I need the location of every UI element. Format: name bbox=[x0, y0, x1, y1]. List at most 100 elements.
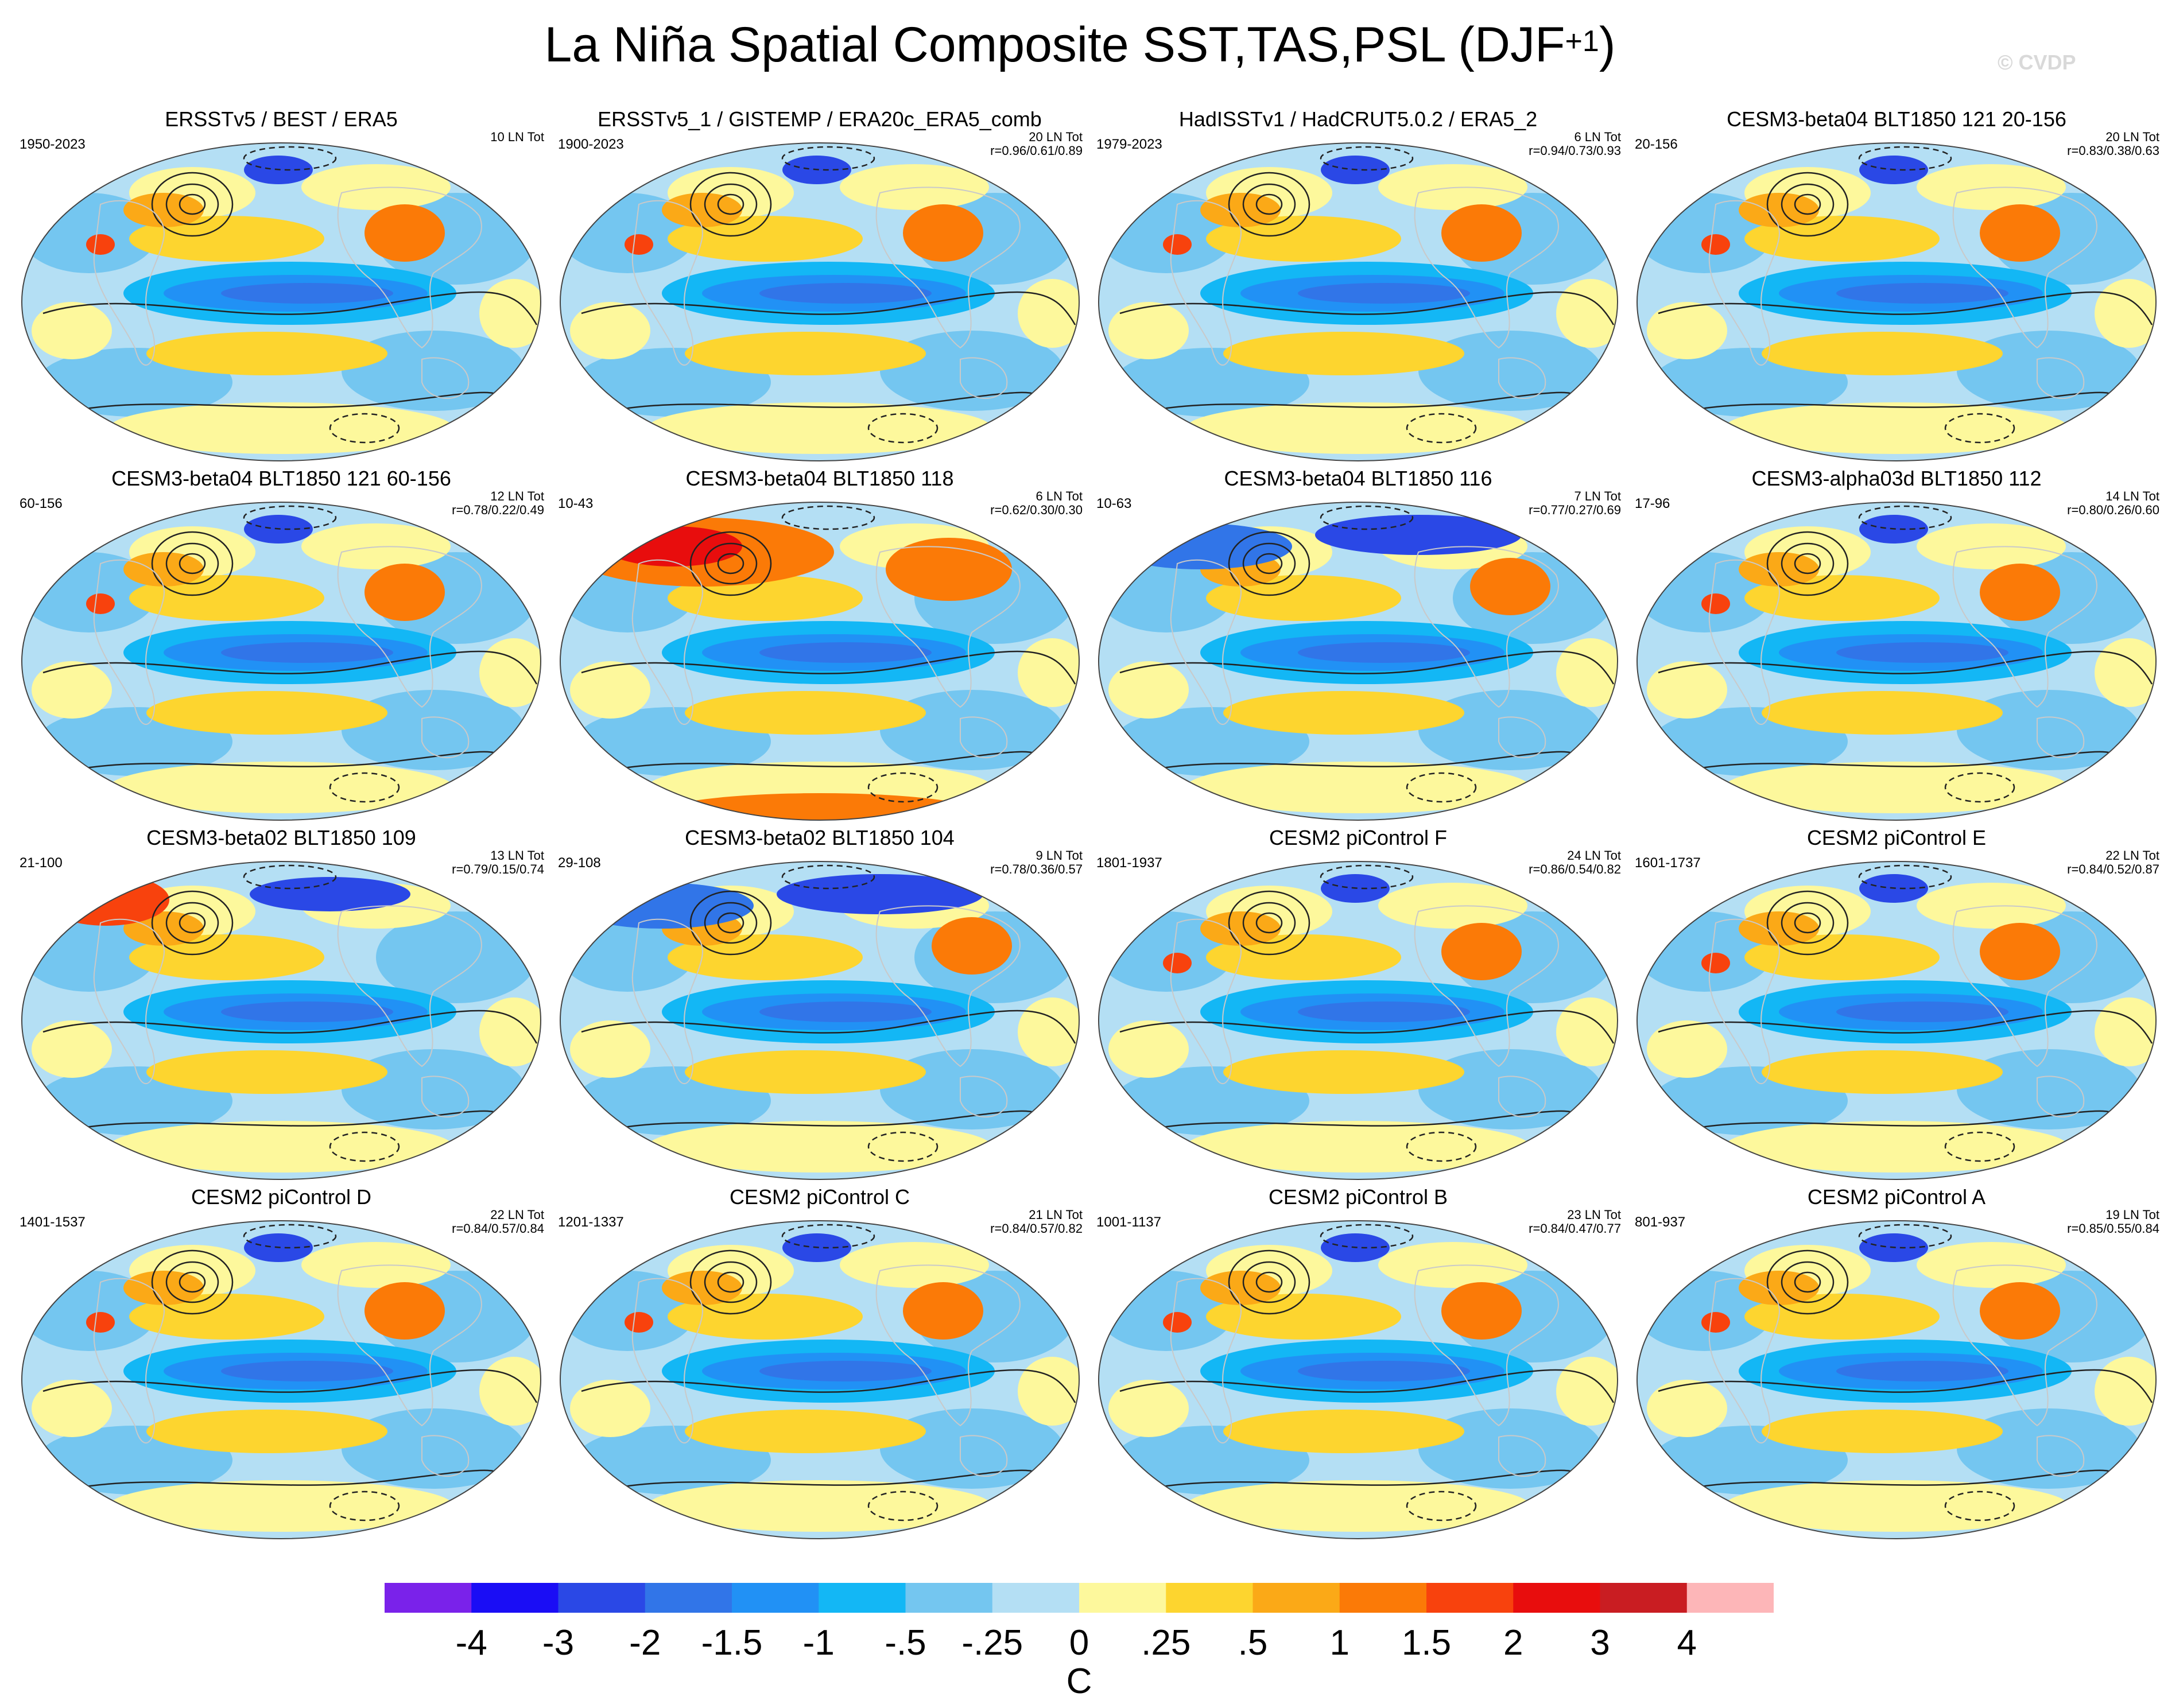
panel-title: ERSSTv5_1 / GISTEMP / ERA20c_ERA5_comb bbox=[598, 107, 1042, 131]
warm-anomaly bbox=[1206, 1294, 1401, 1340]
panel-map bbox=[560, 502, 1080, 821]
psl-contour-negative bbox=[1944, 1490, 2015, 1521]
panel-title: CESM3-beta04 BLT1850 121 20-156 bbox=[1727, 107, 2066, 131]
cold-tongue bbox=[221, 1361, 393, 1381]
panel-title: CESM2 piControl C bbox=[729, 1185, 910, 1209]
colorbar-tick-label: 1 bbox=[1330, 1623, 1349, 1663]
warm-anomaly bbox=[1223, 1050, 1464, 1094]
warm-anomaly bbox=[129, 216, 324, 262]
colorbar-box bbox=[1252, 1583, 1340, 1613]
warm-anomaly bbox=[1762, 691, 2003, 735]
warm-anomaly bbox=[668, 1294, 863, 1340]
warm-anomaly bbox=[1223, 1410, 1464, 1453]
psl-contour-negative bbox=[1320, 505, 1414, 530]
warm-anomaly bbox=[1762, 332, 2003, 375]
panel-map bbox=[1637, 861, 2157, 1180]
warm-anomaly bbox=[129, 1294, 324, 1340]
coastline bbox=[1498, 1076, 1546, 1117]
coastline bbox=[631, 559, 703, 725]
warm-anomaly bbox=[840, 1242, 989, 1288]
colorbar-tick-label: -2 bbox=[629, 1623, 661, 1663]
map-border bbox=[1637, 1220, 2157, 1539]
map-panel: CESM3-beta02 BLT1850 109 21-100 13 LN Tot r… bbox=[11, 825, 551, 1181]
warm-anomaly bbox=[32, 1020, 112, 1078]
psl-contour bbox=[1255, 1271, 1283, 1293]
panel-map bbox=[560, 1220, 1080, 1539]
cold-tongue bbox=[1836, 1361, 2008, 1381]
coastline bbox=[337, 546, 482, 708]
psl-contour bbox=[1658, 291, 2153, 325]
cold-anomaly bbox=[1957, 1049, 2140, 1129]
cold-anomaly bbox=[342, 690, 525, 770]
cold-tongue bbox=[221, 1001, 393, 1022]
cold-tongue bbox=[1298, 1361, 1470, 1381]
warm-anomaly bbox=[2095, 1357, 2156, 1426]
psl-contour-negative bbox=[781, 1224, 875, 1249]
coastline bbox=[337, 187, 482, 349]
warm-anomaly bbox=[479, 638, 541, 707]
panel-year-range: 10-43 bbox=[558, 496, 594, 511]
map-panel: ERSSTv5_1 / GISTEMP / ERA20c_ERA5_comb 19… bbox=[550, 107, 1089, 463]
warm-anomaly bbox=[1744, 934, 1940, 980]
colorbar-box bbox=[645, 1583, 732, 1613]
colorbar-tick-label: -1 bbox=[803, 1623, 835, 1663]
psl-contour bbox=[717, 553, 744, 574]
coastline bbox=[421, 716, 470, 758]
coastline bbox=[337, 1264, 482, 1427]
warm-anomaly bbox=[1762, 1050, 2003, 1094]
warm-anomaly bbox=[1206, 575, 1401, 621]
warm-anomaly bbox=[1739, 552, 1819, 587]
coastline bbox=[93, 1278, 165, 1443]
psl-contour bbox=[1228, 172, 1310, 237]
warm-anomaly bbox=[1378, 164, 1527, 210]
psl-contour bbox=[581, 1010, 1076, 1044]
colorbar-box bbox=[732, 1583, 819, 1613]
warm-anomaly bbox=[1724, 1121, 2069, 1173]
warm-anomaly bbox=[1762, 1410, 2003, 1453]
warm-anomaly bbox=[647, 402, 992, 454]
map-border bbox=[1637, 861, 2157, 1180]
panel-event-count: 10 LN Tot bbox=[490, 130, 544, 144]
colorbar-tick-label: -4 bbox=[456, 1623, 487, 1663]
panel-event-count: 23 LN Tot bbox=[1567, 1208, 1621, 1222]
panel-pattern-correlation: r=0.78/0.36/0.57 bbox=[990, 862, 1083, 876]
map-panel: CESM3-alpha03d BLT1850 112 17-96 14 LN Tot… bbox=[1627, 466, 2160, 822]
psl-contour-negative bbox=[1320, 864, 1414, 890]
psl-contour-negative bbox=[1944, 413, 2015, 444]
cold-anomaly bbox=[570, 883, 754, 929]
psl-contour-negative bbox=[1320, 146, 1414, 171]
warm-anomaly bbox=[364, 204, 445, 262]
chart-title: La Niña Spatial Composite SST,TAS,PSL (D… bbox=[0, 16, 2160, 73]
panel-year-range: 1401-1537 bbox=[20, 1214, 86, 1230]
psl-contour bbox=[151, 890, 234, 956]
colorbar-tick-label: .5 bbox=[1238, 1623, 1268, 1663]
warm-anomaly bbox=[1470, 558, 1550, 615]
cold-anomaly bbox=[880, 1408, 1064, 1489]
psl-contour bbox=[179, 553, 206, 574]
coastline bbox=[875, 187, 1021, 349]
cold-tongue bbox=[759, 1361, 932, 1381]
map-panel: HadISSTv1 / HadCRUT5.0.2 / ERA5_2 1979-20… bbox=[1088, 107, 1628, 463]
panel-pattern-correlation: r=0.85/0.55/0.84 bbox=[2067, 1221, 2159, 1236]
warm-anomaly bbox=[479, 279, 541, 348]
warm-anomaly bbox=[109, 402, 453, 454]
warm-anomaly bbox=[662, 193, 742, 227]
coastline bbox=[875, 1264, 1021, 1427]
panel-year-range: 60-156 bbox=[20, 496, 63, 511]
warm-anomaly bbox=[1647, 661, 1727, 719]
panel-event-count: 13 LN Tot bbox=[490, 848, 544, 863]
psl-contour bbox=[1794, 553, 1821, 574]
warm-anomaly bbox=[146, 1050, 387, 1094]
panel-map bbox=[560, 861, 1080, 1180]
warm-anomaly bbox=[1556, 997, 1618, 1066]
coastline bbox=[1952, 1264, 2097, 1427]
psl-contour bbox=[1119, 291, 1615, 325]
warm-anomaly bbox=[86, 234, 115, 255]
colorbar-units-label: C bbox=[1066, 1662, 1092, 1701]
warm-anomaly bbox=[668, 575, 863, 621]
warm-anomaly bbox=[2095, 997, 2156, 1066]
cold-anomaly bbox=[1957, 690, 2140, 770]
warm-anomaly bbox=[647, 1121, 992, 1173]
panel-map bbox=[1637, 142, 2157, 461]
warm-anomaly bbox=[647, 1480, 992, 1532]
